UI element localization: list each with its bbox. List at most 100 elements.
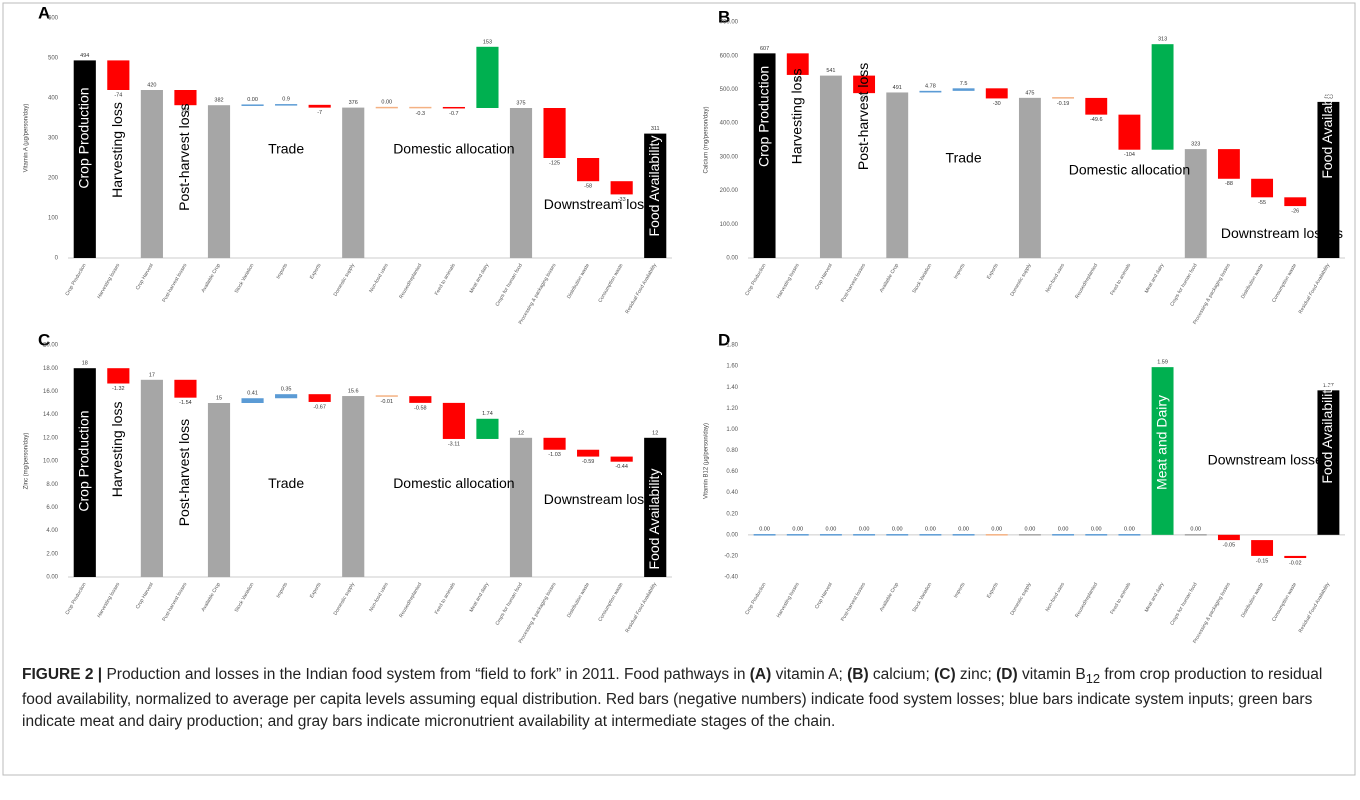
bar (442, 106, 465, 109)
y-tick-label: 100 (48, 216, 59, 222)
y-tick-label: 0.00 (46, 575, 58, 581)
bar (207, 403, 231, 577)
x-tick-label: Residual Food Availability (624, 581, 658, 634)
y-tick-label: 400.00 (720, 121, 739, 127)
y-tick-label: 300.00 (720, 154, 739, 160)
value-label: -0.59 (582, 459, 595, 465)
x-tick-label: Domestic supply (1009, 581, 1033, 616)
value-label: 17 (149, 372, 155, 378)
bar (952, 88, 975, 91)
x-tick-label: Crop Production (744, 581, 767, 615)
bar (107, 60, 130, 90)
y-tick-label: 0.00 (726, 256, 738, 262)
bar (342, 396, 365, 577)
y-tick-label: 600.00 (720, 53, 739, 59)
value-label: 153 (483, 39, 492, 45)
bar (140, 379, 163, 577)
x-tick-label: Crops for human food (495, 262, 524, 307)
x-tick-label: Available Crop (200, 262, 222, 293)
bar (786, 53, 809, 75)
y-tick-label: 18.00 (43, 366, 59, 372)
value-label: 0.35 (281, 387, 292, 393)
bar (476, 418, 499, 439)
bar (476, 46, 499, 108)
x-tick-label: Imports (953, 581, 967, 599)
bar (207, 105, 231, 258)
x-tick-label: Processing & packaging losses (1192, 262, 1232, 325)
value-label: -0.19 (1057, 101, 1070, 107)
value-label: 375 (516, 100, 525, 106)
y-tick-label: 4.00 (46, 528, 58, 534)
x-tick-label: Reused/replanted (1074, 262, 1099, 299)
value-label: 0.00 (1190, 527, 1201, 533)
annotation: Crop Production (75, 410, 91, 511)
caption-text: vitamin A; (771, 666, 848, 683)
x-tick-label: Crop Production (64, 262, 87, 296)
x-tick-label: Harvesting losses (776, 581, 801, 619)
x-tick-label: Crops for human food (1169, 581, 1198, 626)
caption-text: vitamin B (1017, 666, 1086, 683)
panel-letter: C (38, 330, 50, 349)
x-tick-label: Harvesting losses (776, 262, 801, 300)
y-tick-label: 10.00 (43, 459, 59, 465)
x-tick-label: Consumption waste (1271, 262, 1298, 303)
bar (509, 437, 533, 577)
y-tick-label: 1.20 (726, 406, 738, 412)
value-label: -49.6 (1090, 117, 1103, 123)
value-label: -1.32 (112, 386, 125, 392)
x-tick-label: Reused/replanted (398, 262, 423, 299)
x-tick-label: Stock Variation (234, 581, 256, 613)
bar (1118, 114, 1141, 150)
value-label: -55 (1258, 200, 1266, 206)
bar (308, 394, 331, 402)
caption-text: calcium; (868, 666, 935, 683)
x-tick-label: Post-harvest losses (840, 262, 867, 303)
x-tick-label: Non-food uses (368, 262, 390, 294)
value-label: -7 (317, 110, 322, 116)
annotation: Harvesting loss (109, 402, 125, 498)
annotation: Trade (946, 150, 982, 166)
y-tick-label: 300 (48, 136, 59, 142)
annotation: Food Availability (1319, 383, 1335, 484)
x-tick-label: Crop Harvest (135, 262, 155, 291)
y-tick-label: 700.00 (720, 20, 739, 26)
caption-text: FIGURE 2 | (22, 666, 107, 683)
bar (1251, 540, 1274, 556)
bar (241, 398, 264, 403)
x-tick-label: Distribution waste (1240, 581, 1265, 618)
bar (308, 104, 331, 108)
x-tick-label: Harvesting losses (96, 581, 121, 619)
bar (610, 456, 633, 462)
value-label: 12 (652, 430, 658, 436)
bar (952, 534, 975, 536)
bar (375, 106, 398, 109)
caption: FIGURE 2 | Production and losses in the … (22, 664, 1340, 734)
value-label: 541 (826, 68, 835, 74)
y-tick-label: 8.00 (46, 482, 58, 488)
y-tick-label: 500.00 (720, 87, 739, 93)
value-label: 0.00 (1058, 527, 1069, 533)
annotation: Food Availability (1319, 78, 1335, 179)
value-label: 1.37 (1323, 383, 1334, 389)
value-label: 15.6 (348, 388, 359, 394)
x-tick-label: Imports (275, 581, 289, 599)
bar (342, 107, 365, 258)
x-tick-label: Residual Food Availability (1298, 581, 1332, 634)
bar (1317, 390, 1340, 535)
x-tick-label: Crop Production (64, 581, 87, 615)
bar (442, 402, 465, 439)
value-label: -0.05 (1223, 543, 1236, 549)
bar (985, 88, 1008, 99)
bar (1052, 97, 1075, 99)
bar (1085, 534, 1108, 536)
annotation: Downstream losses (544, 196, 666, 212)
y-tick-label: 0 (55, 256, 59, 262)
x-tick-label: Processing & packaging losses (518, 581, 558, 644)
y-tick-label: 400 (48, 96, 59, 102)
x-tick-label: Post-harvest losses (161, 581, 188, 622)
annotation: Domestic allocation (393, 475, 514, 491)
x-tick-label: Crops for human food (1169, 262, 1198, 307)
y-tick-label: -0.20 (724, 553, 738, 559)
bar (241, 104, 264, 106)
x-tick-label: Domestic supply (333, 262, 357, 297)
